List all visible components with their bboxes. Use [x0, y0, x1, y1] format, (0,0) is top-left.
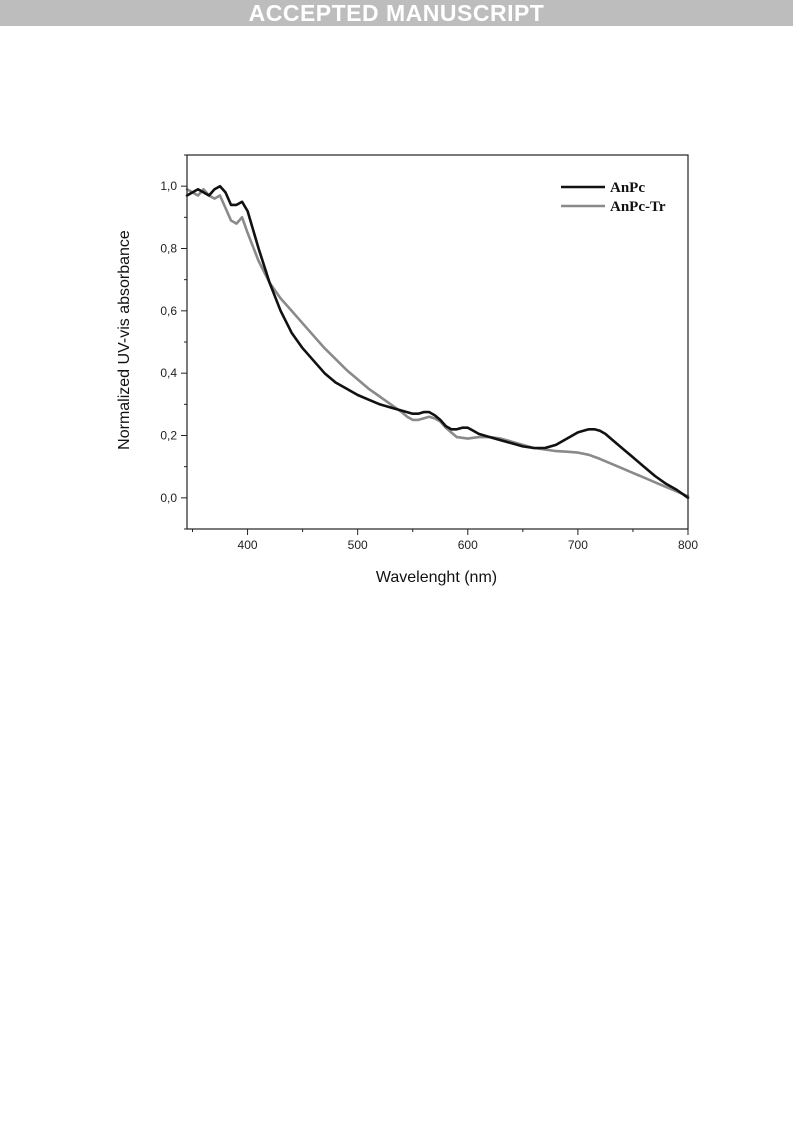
ticks-layer: 400 500 600 700 800 0,0 0,2 0,4 0,6 0,8 1,0 [160, 154, 698, 552]
x-tick-label: 400 [238, 538, 258, 552]
x-axis-title: Wavelenght (nm) [376, 569, 497, 586]
y-axis-title: Normalized UV-vis absorbance [116, 230, 133, 450]
x-tick-label: 800 [678, 538, 698, 552]
y-tick-label: 0,2 [160, 429, 177, 443]
x-tick-label: 700 [568, 538, 588, 552]
series-line-anpc [185, 184, 690, 500]
y-tick-label: 1,0 [160, 179, 177, 193]
x-tick-label: 600 [458, 538, 478, 552]
y-tick-label: 0,8 [160, 242, 177, 256]
series-line-anpc-tr [185, 188, 690, 498]
series-layer [185, 184, 690, 500]
legend: AnPc AnPc-Tr [561, 180, 666, 215]
y-tick-label: 0,6 [160, 304, 177, 318]
accepted-manuscript-banner: ACCEPTED MANUSCRIPT [0, 0, 793, 26]
x-tick-label: 500 [348, 538, 368, 552]
y-tick-label: 0,4 [160, 366, 177, 380]
legend-label-anpc-tr: AnPc-Tr [610, 199, 666, 215]
legend-label-anpc: AnPc [610, 180, 645, 196]
y-tick-label: 0,0 [160, 491, 177, 505]
